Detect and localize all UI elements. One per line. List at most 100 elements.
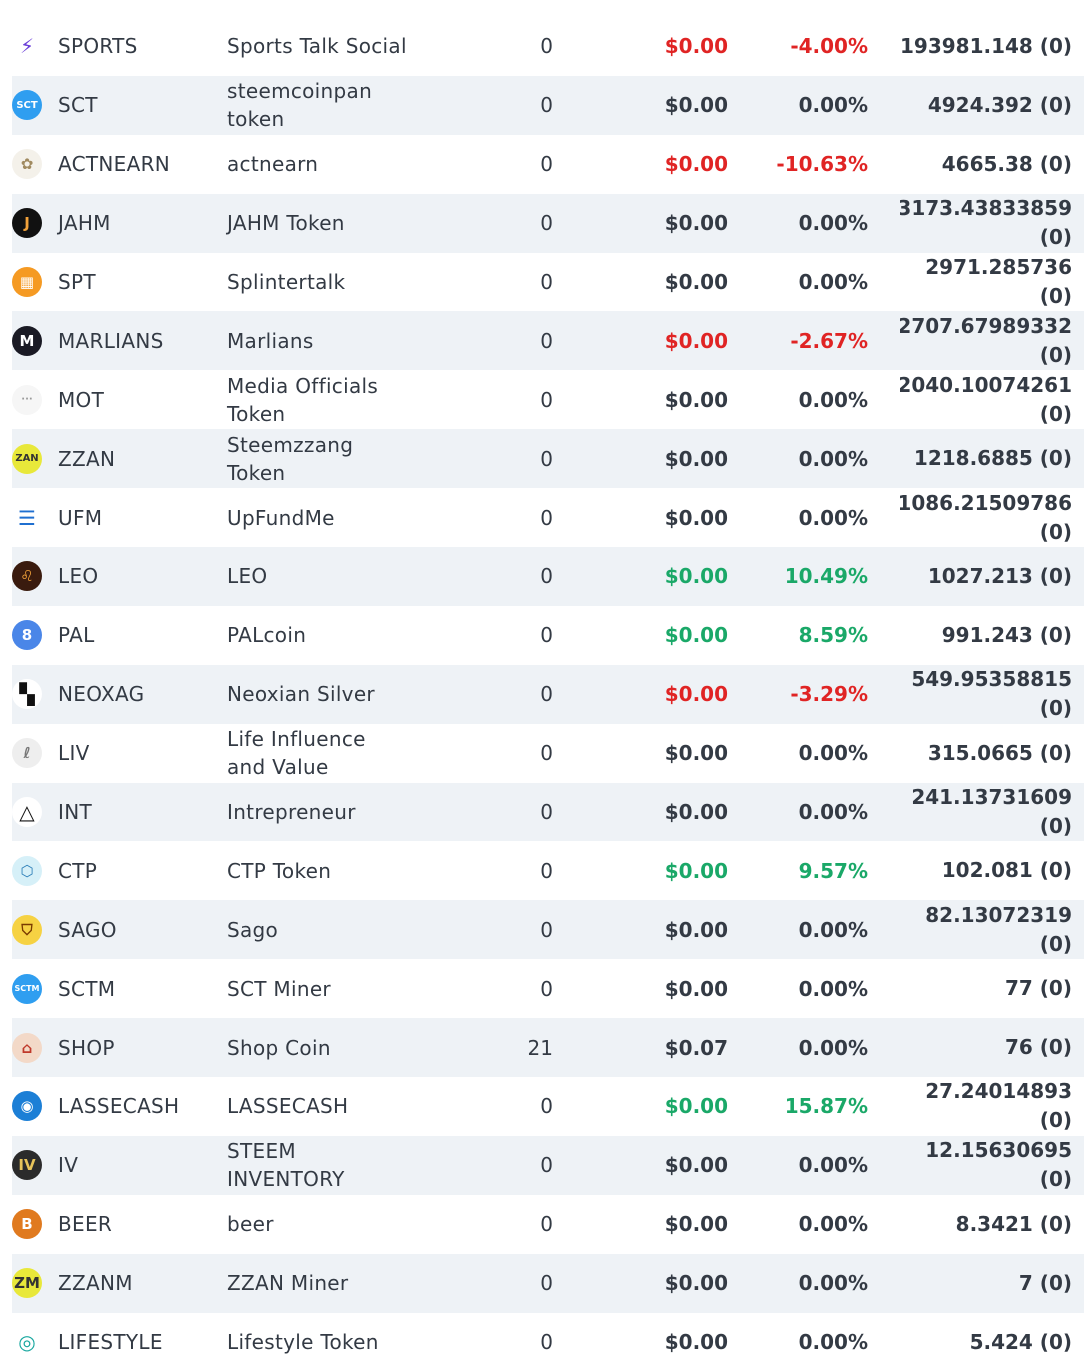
table-row[interactable]: ◎ LIFESTYLE Lifestyle Token 0 $0.00 0.00% 5.42… [0,1313,1084,1371]
token-change: 9.57% [798,858,868,883]
token-change: 0.00% [798,387,868,412]
token-name: Sago [227,917,279,942]
table-row[interactable]: △ INT Intrepreneur 0 $0.00 0.00% 241.13731609 … [0,782,1084,842]
table-row[interactable]: ··· MOT Media Officials Token 0 $0.00 0.00% 20… [0,370,1084,429]
token-symbol[interactable]: ZZAN [58,446,116,471]
token-symbol[interactable]: ZZANM [58,1271,133,1296]
table-row[interactable]: ⌂ SHOP Shop Coin 21 $0.07 0.00% 76 (0) [0,1018,1084,1077]
token-symbol[interactable]: SHOP [58,1035,115,1060]
token-icon-cell: ⛉ [10,900,44,959]
token-symbol[interactable]: JAHM [58,211,111,236]
token-balance: 0 [540,1271,553,1296]
jahm-icon: J [12,208,42,239]
token-balance: 0 [540,446,553,471]
token-balance: 0 [540,1330,553,1355]
table-row[interactable]: ◉ LASSECASH LASSECASH 0 $0.00 15.87% 27.240148… [0,1077,1084,1136]
token-symbol[interactable]: SCT [58,93,98,118]
token-symbol[interactable]: NEOXAG [58,682,145,707]
token-price: $0.00 [664,446,728,471]
token-price: $0.00 [664,564,728,589]
table-row[interactable]: 8 PAL PALcoin 0 $0.00 8.59% 991.243 (0) [0,606,1084,665]
token-supply: 4665.38 (0) [941,151,1072,176]
token-change: -2.67% [790,328,868,353]
table-row[interactable]: ℓ LIV Life Influence and Value 0 $0.00 0.00% 3… [0,724,1084,783]
token-symbol[interactable]: LIFESTYLE [58,1330,163,1355]
token-symbol[interactable]: CTP [58,858,98,883]
token-symbol[interactable]: MARLIANS [58,328,164,353]
table-row[interactable]: B BEER beer 0 $0.00 0.00% 8.3421 (0) [0,1195,1084,1254]
table-row[interactable]: ▚ NEOXAG Neoxian Silver 0 $0.00 -3.29% 549.953… [0,664,1084,724]
token-change: 0.00% [798,800,868,825]
token-symbol[interactable]: MOT [58,387,105,412]
table-row[interactable]: J JAHM JAHM Token 0 $0.00 0.00% 3173.43833859 … [0,193,1084,253]
table-row[interactable]: ☰ UFM UpFundMe 0 $0.00 0.00% 1086.21509786 (0) [0,488,1084,547]
token-name: Shop Coin [227,1035,331,1060]
token-symbol[interactable]: SCTM [58,976,116,1001]
token-name: Marlians [227,328,314,353]
token-symbol[interactable]: BEER [58,1212,113,1237]
token-price: $0.00 [664,34,728,59]
token-supply: 193981.148 (0) [900,33,1072,58]
token-icon-cell: ▦ [10,253,44,312]
table-row[interactable]: SCT SCT steemcoinpan token 0 $0.00 0.00% 4924.… [0,75,1084,135]
token-icon-cell: ▚ [10,665,44,724]
token-supply: 76 (0) [1005,1035,1072,1060]
token-symbol[interactable]: LASSECASH [58,1094,180,1119]
token-symbol[interactable]: UFM [58,505,103,530]
token-change: 0.00% [798,270,868,294]
token-balance: 0 [540,152,553,177]
token-name: Life Influence and Value [227,727,366,780]
token-symbol[interactable]: LIV [58,741,90,766]
table-row[interactable]: ZM ZZANM ZZAN Miner 0 $0.00 0.00% 7 (0) [0,1253,1084,1313]
table-row[interactable]: ⬡ CTP CTP Token 0 $0.00 9.57% 102.081 (0) [0,841,1084,900]
token-price: $0.00 [664,152,728,177]
token-icon-cell: ◉ [10,1077,44,1136]
token-change: 0.00% [798,741,868,766]
sago-icon: ⛉ [12,914,42,945]
token-supply: 2971.285736 (0) [925,255,1072,308]
token-name: ZZAN Miner [227,1271,349,1296]
table-row[interactable]: ▦ SPT Splintertalk 0 $0.00 0.00% 2971.285736 (… [0,253,1084,312]
token-supply: 4924.392 (0) [927,92,1072,117]
token-price: $0.00 [664,1212,728,1237]
token-icon-cell: B [10,1195,44,1254]
token-price: $0.00 [664,1330,728,1355]
mot-icon: ··· [12,384,42,415]
token-price: $0.00 [664,1271,728,1296]
table-row[interactable]: ♌ LEO LEO 0 $0.00 10.49% 1027.213 (0) [0,547,1084,606]
pal-icon: 8 [12,620,42,651]
table-row[interactable]: ZAN ZZAN Steemzzang Token 0 $0.00 0.00% 1218.6… [0,429,1084,489]
token-price: $0.00 [664,328,728,353]
token-symbol[interactable]: INT [58,800,92,825]
token-name: CTP Token [227,858,332,883]
token-change: 0.00% [798,1153,868,1178]
table-row[interactable]: ✿ ACTNEARN actnearn 0 $0.00 -10.63% 4665.38 (0… [0,135,1084,194]
token-symbol[interactable]: ACTNEARN [58,152,171,177]
table-row[interactable]: ⚡ SPORTS Sports Talk Social 0 $0.00 -4.00% 193… [0,17,1084,76]
token-symbol[interactable]: IV [58,1153,79,1178]
token-change: 0.00% [798,1212,868,1237]
liv-icon: ℓ [12,738,42,769]
token-symbol[interactable]: SAGO [58,917,117,942]
sct-icon: SCT [12,90,42,121]
token-symbol[interactable]: SPT [58,270,96,294]
token-change: -10.63% [776,152,868,177]
token-supply: 2707.67989332 (0) [900,313,1072,367]
token-icon-cell: △ [10,783,44,842]
token-symbol[interactable]: LEO [58,564,99,589]
token-price: $0.00 [664,741,728,766]
table-row[interactable]: SCTM SCTM SCT Miner 0 $0.00 0.00% 77 (0) [0,959,1084,1018]
token-change: -3.29% [790,682,868,707]
token-symbol[interactable]: PAL [58,623,95,648]
table-row[interactable]: IV IV STEEM INVENTORY 0 $0.00 0.00% 12.1563069… [0,1135,1084,1195]
token-supply: 2040.10074261 (0) [900,372,1072,426]
token-change: 15.87% [784,1094,868,1119]
token-name: Lifestyle Token [227,1330,379,1355]
token-symbol[interactable]: SPORTS [58,34,138,59]
token-icon-cell: ZM [10,1254,44,1313]
table-row[interactable]: ⛉ SAGO Sago 0 $0.00 0.00% 82.13072319 (0) [0,900,1084,960]
token-price: $0.00 [664,858,728,883]
table-row[interactable]: M MARLIANS Marlians 0 $0.00 -2.67% 2707.679893… [0,311,1084,371]
token-name: JAHM Token [227,211,345,236]
token-icon-cell: SCTM [10,959,44,1018]
